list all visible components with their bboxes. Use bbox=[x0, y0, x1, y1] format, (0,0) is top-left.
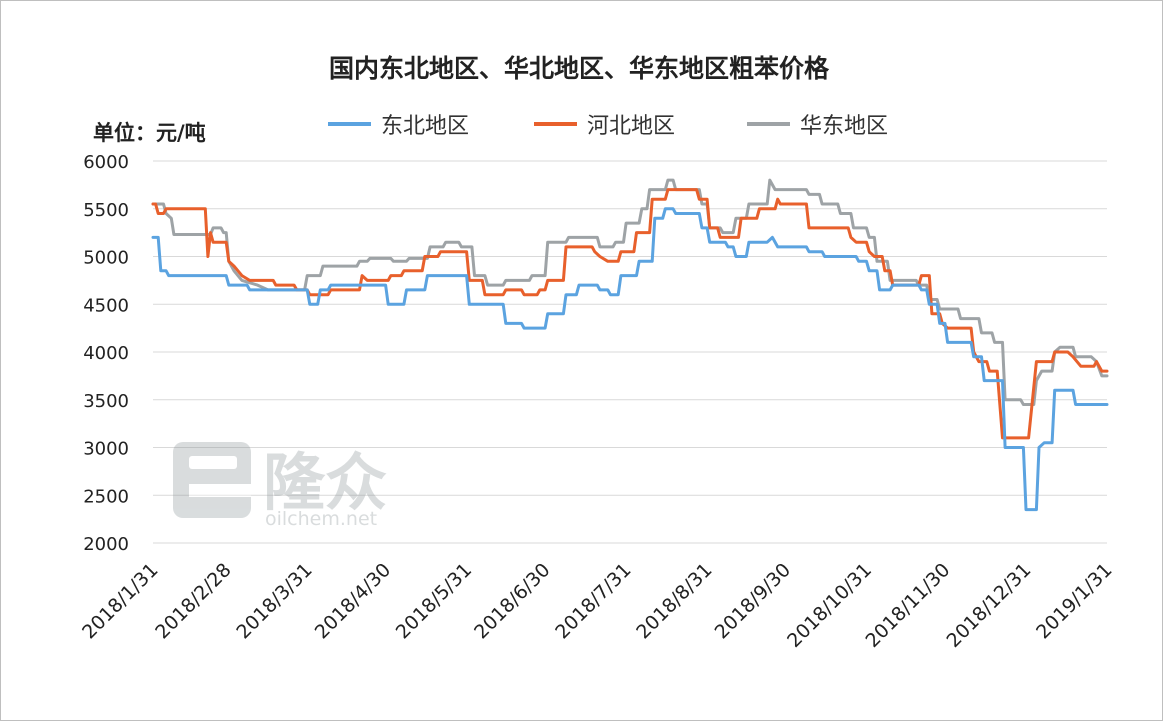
watermark: 隆众 oilchem.net bbox=[173, 442, 387, 530]
legend-label-east: 华东地区 bbox=[800, 114, 888, 139]
x-tick-label: 2018/5/31 bbox=[392, 559, 476, 643]
y-tick-label: 6000 bbox=[83, 152, 129, 173]
x-tick-label: 2018/8/31 bbox=[632, 559, 716, 643]
y-tick-label: 5500 bbox=[83, 200, 129, 221]
y-tick-label: 2500 bbox=[83, 486, 129, 507]
x-tick-label: 2018/6/30 bbox=[470, 559, 554, 643]
watermark-site: oilchem.net bbox=[265, 508, 377, 530]
watermark-brand: 隆众 bbox=[263, 446, 387, 519]
x-tick-label: 2018/12/31 bbox=[943, 559, 1036, 652]
y-tick-label: 4000 bbox=[83, 343, 129, 364]
series-line-1 bbox=[151, 188, 1109, 440]
y-axis: 2000 2500 3000 3500 4000 4500 5000 5500 6000 bbox=[83, 152, 129, 555]
x-axis: 2018/1/312018/2/282018/3/312018/4/302018… bbox=[78, 559, 1116, 652]
x-tick-label: 2018/9/30 bbox=[711, 559, 795, 643]
y-tick-label: 3500 bbox=[83, 391, 129, 412]
y-tick-label: 2000 bbox=[83, 534, 129, 555]
x-tick-label: 2018/11/30 bbox=[861, 559, 954, 652]
x-tick-label: 2018/3/31 bbox=[232, 559, 316, 643]
gridlines bbox=[153, 160, 1107, 544]
chart-title: 国内东北地区、华北地区、华东地区粗苯价格 bbox=[329, 54, 830, 83]
x-tick-label: 2018/2/28 bbox=[151, 559, 235, 643]
x-tick-label: 2018/7/31 bbox=[551, 559, 635, 643]
series-lines bbox=[151, 178, 1109, 512]
unit-label: 单位：元/吨 bbox=[93, 121, 206, 145]
legend-label-hebei: 河北地区 bbox=[587, 114, 675, 139]
legend: 东北地区 河北地区 华东地区 bbox=[328, 114, 888, 139]
y-tick-label: 3000 bbox=[83, 439, 129, 460]
y-tick-label: 5000 bbox=[83, 248, 129, 269]
series-line-0 bbox=[151, 207, 1109, 512]
x-tick-label: 2018/4/30 bbox=[311, 559, 395, 643]
x-tick-label: 2019/1/31 bbox=[1032, 559, 1116, 643]
y-tick-label: 4500 bbox=[83, 295, 129, 316]
legend-label-northeast: 东北地区 bbox=[381, 114, 469, 139]
series-line-2 bbox=[151, 178, 1109, 406]
x-tick-label: 2018/1/31 bbox=[78, 559, 162, 643]
oilchem-logo-icon bbox=[173, 442, 251, 518]
